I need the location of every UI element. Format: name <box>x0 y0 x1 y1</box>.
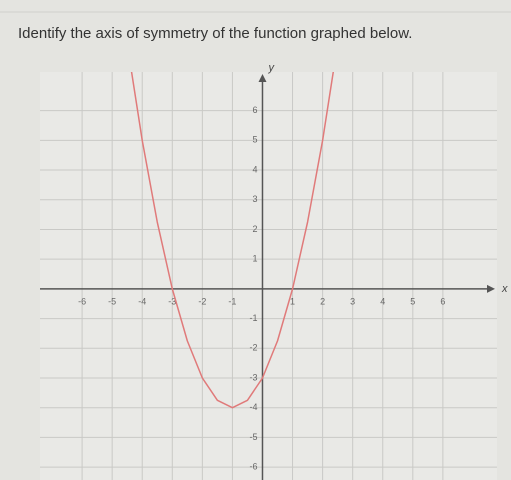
y-arrow <box>258 74 267 82</box>
y-tick-label: 4 <box>252 164 257 174</box>
x-tick-label: 6 <box>440 296 445 306</box>
y-tick-label: -4 <box>249 402 257 412</box>
x-tick-label: -2 <box>198 296 206 306</box>
y-tick-label: -5 <box>249 432 257 442</box>
y-tick-label: 6 <box>252 105 257 115</box>
plot-area <box>40 72 497 480</box>
y-tick-label: 1 <box>252 254 257 264</box>
y-tick-label: -2 <box>249 343 257 353</box>
x-tick-label: -4 <box>138 296 146 306</box>
x-tick-label: 1 <box>290 296 295 306</box>
x-tick-label: 4 <box>380 296 385 306</box>
x-tick-label: 3 <box>350 296 355 306</box>
y-axis-label: y <box>267 62 275 74</box>
question: Identify the axis of symmetry of the fun… <box>18 25 412 42</box>
y-tick-label: 5 <box>252 135 257 145</box>
x-tick-label: -5 <box>108 296 116 306</box>
y-tick-label: -1 <box>249 313 257 323</box>
x-tick-label: 2 <box>320 296 325 306</box>
parabola <box>130 72 335 409</box>
x-tick-label: 5 <box>410 296 415 306</box>
y-tick-label: -3 <box>249 372 257 382</box>
x-axis-label: x <box>501 283 508 295</box>
y-tick-label: 3 <box>252 194 257 204</box>
y-tick-label: -6 <box>249 462 257 472</box>
x-tick-label: -1 <box>228 296 236 306</box>
x-tick-label: -6 <box>78 296 86 306</box>
curve-group <box>130 72 335 409</box>
x-arrow <box>487 284 495 293</box>
y-tick-label: 2 <box>252 224 257 234</box>
x-tick-label: -3 <box>168 296 176 306</box>
